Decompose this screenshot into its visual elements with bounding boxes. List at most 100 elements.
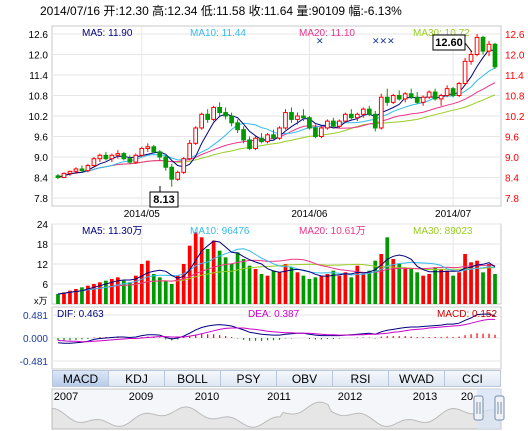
candle-body — [301, 115, 306, 119]
volume-bar — [307, 279, 312, 304]
tab-boll[interactable]: BOLL — [164, 370, 220, 387]
candle-body — [169, 166, 175, 180]
volume-bar — [127, 282, 132, 304]
candle — [103, 151, 109, 161]
macd-histogram — [57, 333, 496, 341]
timeline-right-handle[interactable] — [494, 395, 505, 421]
macd-legend-dif: DIF: 0.463 — [57, 309, 104, 320]
date-label: 2014/06 — [291, 209, 328, 220]
candle-body — [408, 93, 414, 98]
candle — [348, 109, 354, 120]
tab-wvad[interactable]: WVAD — [388, 370, 444, 387]
candle-body — [205, 113, 211, 120]
tab-obv[interactable]: OBV — [276, 370, 332, 387]
candle-body — [67, 170, 73, 174]
candle — [229, 112, 234, 127]
candle-body — [462, 60, 468, 85]
volume-axis: 6 12 18 24 — [37, 220, 49, 291]
candle — [145, 143, 151, 152]
candle-body — [384, 96, 390, 103]
volume-bar — [277, 272, 282, 304]
candle-body — [468, 54, 474, 62]
marker-icons[interactable]: ✕ ✕✕✕ — [316, 36, 395, 46]
volume-bar — [253, 269, 258, 304]
price-grid — [52, 26, 501, 206]
volume-bar — [445, 270, 449, 304]
price-tick-label: 10.2 — [29, 112, 49, 123]
timeline-year-label: 2010 — [195, 391, 219, 403]
candle — [205, 109, 211, 123]
volume-bar — [313, 277, 318, 304]
volume-bar — [86, 285, 90, 304]
volume-bar — [62, 292, 66, 304]
candle — [139, 146, 145, 157]
volume-bar — [241, 259, 246, 304]
event-marker-icon[interactable]: ✕ — [316, 36, 324, 46]
candle — [325, 119, 330, 130]
volume-ma10-line — [57, 248, 496, 295]
volume-tick-label: 6 — [42, 280, 48, 291]
price-tick-label: 8.4 — [505, 174, 519, 185]
price-tick-label: 12.0 — [505, 51, 525, 62]
event-marker-icon[interactable]: ✕✕✕ — [372, 36, 395, 46]
candle-body — [265, 134, 270, 143]
candle-body — [492, 43, 498, 68]
volume-bar — [403, 267, 408, 304]
candle — [241, 126, 246, 144]
candle — [187, 139, 193, 161]
candle — [486, 40, 492, 57]
volume-ma5-line — [57, 240, 496, 295]
tab-psy[interactable]: PSY — [220, 370, 276, 387]
candle-body — [420, 96, 426, 103]
candle-body — [283, 112, 288, 129]
volume-bar — [217, 250, 222, 304]
price-axis-right: 7.8 8.4 9.0 9.6 10.2 10.8 11.4 12.0 12.6 — [505, 30, 525, 205]
candle — [223, 107, 228, 120]
date-label: 2014/07 — [435, 209, 472, 220]
candle-body — [85, 165, 91, 172]
candle-body — [163, 156, 169, 168]
tab-macd[interactable]: MACD — [52, 370, 108, 387]
candle — [384, 88, 390, 106]
candle — [426, 90, 432, 99]
candle-body — [151, 146, 157, 153]
volume-bar — [463, 254, 467, 304]
volume-bar — [325, 274, 330, 304]
volume-bar — [409, 269, 414, 304]
candle-body — [342, 113, 348, 122]
volume-bar — [355, 265, 360, 304]
candle-body — [354, 113, 360, 119]
tab-kdj[interactable]: KDJ — [108, 370, 164, 387]
volume-bar — [457, 272, 461, 304]
macd-axis: 0.481 0.000 -0.481 — [20, 311, 49, 368]
candle — [211, 105, 216, 122]
tab-cci[interactable]: CCI — [444, 370, 501, 387]
timeline-year-label: 20 — [461, 391, 473, 403]
candle — [91, 157, 97, 168]
candle — [169, 163, 175, 187]
date-label: 2014/05 — [124, 209, 161, 220]
volume-bar — [295, 272, 300, 304]
candle — [420, 95, 426, 106]
candle-body — [426, 91, 432, 98]
candle-body — [73, 168, 79, 172]
candle — [360, 107, 366, 118]
volume-bar — [481, 272, 485, 304]
candle — [235, 119, 240, 134]
candle-body — [175, 171, 181, 180]
timeline-left-handle[interactable] — [473, 395, 484, 421]
volume-bar — [385, 237, 390, 304]
vol-legend-ma10: MA10: 96476 — [190, 226, 250, 237]
candle — [151, 145, 157, 154]
candle-body — [133, 154, 139, 163]
price-tick-label: 9.0 — [505, 153, 519, 164]
volume-bar — [283, 264, 288, 304]
candle — [354, 112, 360, 122]
candle-body — [366, 108, 372, 115]
candle-body — [372, 113, 378, 129]
candle-body — [229, 115, 234, 124]
tab-rsi[interactable]: RSI — [332, 370, 388, 387]
volume-bar — [487, 264, 491, 304]
candle — [408, 88, 414, 99]
candle — [289, 107, 294, 123]
